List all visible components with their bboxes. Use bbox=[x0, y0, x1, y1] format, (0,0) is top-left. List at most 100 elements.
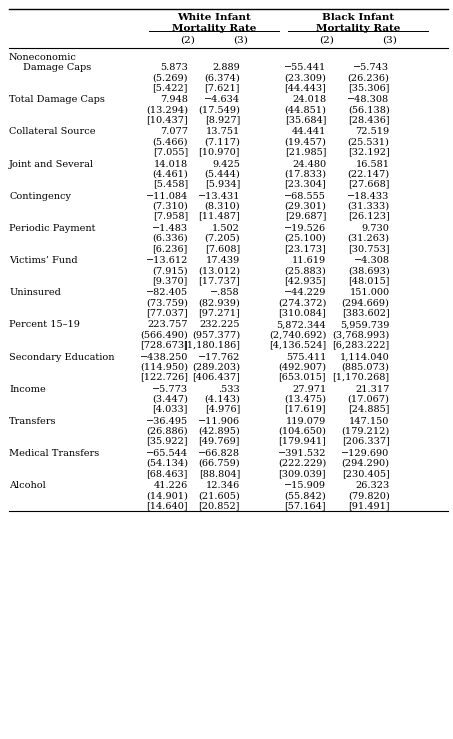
Text: [44.443]: [44.443] bbox=[284, 83, 326, 92]
Text: (13.475): (13.475) bbox=[284, 395, 326, 403]
Text: −129.690: −129.690 bbox=[341, 449, 390, 458]
Text: −19.526: −19.526 bbox=[284, 224, 326, 233]
Text: 147.150: 147.150 bbox=[349, 417, 390, 426]
Text: [10.970]: [10.970] bbox=[198, 147, 240, 157]
Text: (73.759): (73.759) bbox=[146, 298, 188, 307]
Text: (885.073): (885.073) bbox=[342, 362, 390, 372]
Text: (957.377): (957.377) bbox=[192, 330, 240, 339]
Text: [206.337]: [206.337] bbox=[342, 437, 390, 446]
Text: [35.684]: [35.684] bbox=[284, 115, 326, 124]
Text: 5,959.739: 5,959.739 bbox=[340, 320, 390, 330]
Text: Noneconomic: Noneconomic bbox=[9, 53, 77, 62]
Text: (5.444): (5.444) bbox=[204, 169, 240, 179]
Text: 27.971: 27.971 bbox=[292, 384, 326, 394]
Text: 1,114.040: 1,114.040 bbox=[340, 353, 390, 361]
Text: (31.333): (31.333) bbox=[347, 202, 390, 211]
Text: [17.737]: [17.737] bbox=[198, 276, 240, 285]
Text: [49.769]: [49.769] bbox=[198, 437, 240, 446]
Text: [653.015]: [653.015] bbox=[279, 372, 326, 381]
Text: (44.851): (44.851) bbox=[284, 105, 326, 115]
Text: −438.250: −438.250 bbox=[140, 353, 188, 361]
Text: 7.077: 7.077 bbox=[160, 127, 188, 137]
Text: −11.084: −11.084 bbox=[146, 191, 188, 201]
Text: (26.886): (26.886) bbox=[146, 426, 188, 436]
Text: [23.173]: [23.173] bbox=[284, 244, 326, 253]
Text: Alcohol: Alcohol bbox=[9, 481, 46, 490]
Text: −391.532: −391.532 bbox=[278, 449, 326, 458]
Text: (492.907): (492.907) bbox=[278, 362, 326, 372]
Text: (3): (3) bbox=[233, 35, 247, 44]
Text: [11.487]: [11.487] bbox=[198, 211, 240, 221]
Text: [728.673]: [728.673] bbox=[140, 340, 188, 350]
Text: 223.757: 223.757 bbox=[148, 320, 188, 330]
Text: (55.842): (55.842) bbox=[284, 491, 326, 500]
Text: [21.985]: [21.985] bbox=[284, 147, 326, 157]
Text: (289.203): (289.203) bbox=[192, 362, 240, 372]
Text: [5.458]: [5.458] bbox=[153, 180, 188, 188]
Text: (13.012): (13.012) bbox=[198, 266, 240, 275]
Text: (8.310): (8.310) bbox=[204, 202, 240, 211]
Text: 5.873: 5.873 bbox=[160, 63, 188, 72]
Text: [97.271]: [97.271] bbox=[198, 308, 240, 317]
Text: (26.236): (26.236) bbox=[348, 73, 390, 82]
Text: [6.236]: [6.236] bbox=[153, 244, 188, 253]
Text: (294.669): (294.669) bbox=[342, 298, 390, 307]
Text: (222.229): (222.229) bbox=[278, 459, 326, 468]
Text: Victims’ Fund: Victims’ Fund bbox=[9, 256, 77, 265]
Text: −4.634: −4.634 bbox=[204, 95, 240, 104]
Text: [17.619]: [17.619] bbox=[284, 404, 326, 414]
Text: [179.941]: [179.941] bbox=[278, 437, 326, 446]
Text: −66.828: −66.828 bbox=[198, 449, 240, 458]
Text: −68.555: −68.555 bbox=[284, 191, 326, 201]
Text: Periodic Payment: Periodic Payment bbox=[9, 224, 96, 233]
Text: (6.374): (6.374) bbox=[204, 73, 240, 82]
Text: (7.205): (7.205) bbox=[204, 234, 240, 243]
Text: (104.650): (104.650) bbox=[278, 426, 326, 436]
Text: Damage Caps: Damage Caps bbox=[23, 63, 91, 72]
Text: Black Infant
Mortality Rate: Black Infant Mortality Rate bbox=[316, 13, 400, 33]
Text: (2): (2) bbox=[319, 35, 333, 44]
Text: [310.084]: [310.084] bbox=[279, 308, 326, 317]
Text: 26.323: 26.323 bbox=[355, 481, 390, 490]
Text: 2.889: 2.889 bbox=[212, 63, 240, 72]
Text: (54.134): (54.134) bbox=[146, 459, 188, 468]
Text: −.858: −.858 bbox=[211, 288, 240, 297]
Text: −5.743: −5.743 bbox=[353, 63, 390, 72]
Text: Medical Transfers: Medical Transfers bbox=[9, 449, 99, 458]
Text: −44.229: −44.229 bbox=[284, 288, 326, 297]
Text: (56.138): (56.138) bbox=[348, 105, 390, 115]
Text: [406.437]: [406.437] bbox=[192, 372, 240, 381]
Text: (25.531): (25.531) bbox=[348, 137, 390, 146]
Text: (4.461): (4.461) bbox=[152, 169, 188, 179]
Text: [383.602]: [383.602] bbox=[342, 308, 390, 317]
Text: 575.411: 575.411 bbox=[286, 353, 326, 361]
Text: (3.447): (3.447) bbox=[152, 395, 188, 403]
Text: (274.372): (274.372) bbox=[278, 298, 326, 307]
Text: −36.495: −36.495 bbox=[146, 417, 188, 426]
Text: [77.037]: [77.037] bbox=[146, 308, 188, 317]
Text: Total Damage Caps: Total Damage Caps bbox=[9, 95, 105, 104]
Text: (25.100): (25.100) bbox=[284, 234, 326, 243]
Text: [68.463]: [68.463] bbox=[146, 469, 188, 478]
Text: (82.939): (82.939) bbox=[198, 298, 240, 307]
Text: −11.906: −11.906 bbox=[198, 417, 240, 426]
Text: [7.055]: [7.055] bbox=[153, 147, 188, 157]
Text: 72.519: 72.519 bbox=[356, 127, 390, 137]
Text: [27.668]: [27.668] bbox=[348, 180, 390, 188]
Text: −5.773: −5.773 bbox=[152, 384, 188, 394]
Text: Joint and Several: Joint and Several bbox=[9, 160, 94, 168]
Text: 151.000: 151.000 bbox=[349, 288, 390, 297]
Text: [35.922]: [35.922] bbox=[146, 437, 188, 446]
Text: (42.895): (42.895) bbox=[198, 426, 240, 436]
Text: (2,740.692): (2,740.692) bbox=[269, 330, 326, 339]
Text: [6,283.222]: [6,283.222] bbox=[333, 340, 390, 350]
Text: [4.033]: [4.033] bbox=[153, 404, 188, 414]
Text: [29.687]: [29.687] bbox=[284, 211, 326, 221]
Text: (179.212): (179.212) bbox=[341, 426, 390, 436]
Text: −48.308: −48.308 bbox=[347, 95, 390, 104]
Text: [5.934]: [5.934] bbox=[205, 180, 240, 188]
Text: (294.290): (294.290) bbox=[342, 459, 390, 468]
Text: [23.304]: [23.304] bbox=[284, 180, 326, 188]
Text: (17.833): (17.833) bbox=[284, 169, 326, 179]
Text: (19.457): (19.457) bbox=[284, 137, 326, 146]
